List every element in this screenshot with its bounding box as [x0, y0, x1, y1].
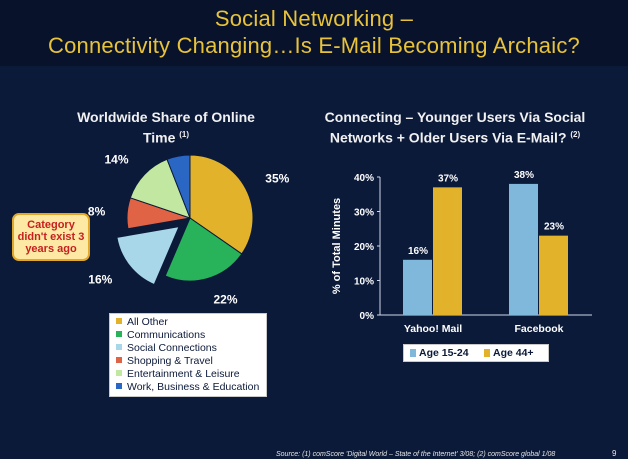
- bar-value-label: 38%: [514, 170, 534, 181]
- category-callout: Category didn't exist 3 years ago: [12, 213, 90, 261]
- legend-label: Age 44+: [493, 347, 534, 359]
- legend-label: Social Connections: [127, 342, 217, 354]
- x-tick-label: Yahoo! Mail: [404, 323, 462, 335]
- legend-swatch: [484, 349, 490, 357]
- y-tick-label: 20%: [354, 242, 374, 253]
- bar-value-label: 37%: [438, 173, 458, 184]
- pie-legend-item: Social Connections: [116, 341, 217, 355]
- bar-legend-item: Age 15-24: [410, 345, 469, 361]
- legend-label: Work, Business & Education: [127, 381, 260, 393]
- legend-label: Communications: [127, 329, 206, 341]
- pie-chart-title: Worldwide Share of Online Time (1): [76, 108, 256, 147]
- pie-legend-item: All Other: [116, 315, 168, 329]
- legend-swatch: [116, 344, 122, 350]
- legend-swatch: [116, 383, 122, 389]
- bar-chart-title-text: Connecting – Younger Users Via Social Ne…: [324, 109, 586, 146]
- y-axis-label: % of Total Minutes: [331, 198, 343, 294]
- pie-legend-item: Work, Business & Education: [116, 380, 259, 394]
- bar: [433, 187, 462, 315]
- legend-swatch: [116, 318, 122, 324]
- legend-swatch: [116, 370, 122, 376]
- bar-chart-title: Connecting – Younger Users Via Social Ne…: [300, 108, 610, 147]
- bar: [539, 235, 568, 315]
- legend-swatch: [116, 357, 122, 363]
- pie-legend: All Other Communications Social Connecti…: [109, 313, 267, 397]
- pie-slice: [116, 226, 180, 286]
- bar-chart-title-note: (2): [570, 130, 581, 139]
- pie-legend-item: Shopping & Travel: [116, 354, 213, 368]
- pie-slice-label: 14%: [104, 152, 128, 166]
- legend-label: Shopping & Travel: [127, 355, 213, 367]
- callout-line-2: didn't exist 3: [17, 231, 85, 243]
- y-tick-label: 40%: [354, 173, 374, 184]
- legend-swatch: [116, 331, 122, 337]
- pie-slice-label: 35%: [265, 172, 289, 186]
- pie-chart-title-text: Worldwide Share of Online Time: [77, 109, 255, 146]
- callout-line-3: years ago: [25, 243, 77, 255]
- pie-chart: 35% 22% 16% 8% 14% 6%: [88, 140, 290, 307]
- x-tick-label: Facebook: [514, 323, 563, 335]
- bar: [403, 259, 432, 315]
- legend-label: All Other: [127, 316, 168, 328]
- bar-legend: Age 15-24 Age 44+: [403, 344, 549, 362]
- legend-label: Entertainment & Leisure: [127, 368, 240, 380]
- pie-slice-label: 6%: [166, 140, 184, 141]
- pie-chart-title-note: (1): [179, 130, 190, 139]
- callout-line-1: Category: [27, 219, 75, 231]
- bar-value-label: 23%: [544, 222, 564, 233]
- y-tick-label: 10%: [354, 277, 374, 288]
- bar-legend-item: Age 44+: [484, 345, 534, 361]
- bar-chart: 0% 10% 20% 30% 40% % of Total Minutes 16% 37% Ya…: [331, 170, 592, 335]
- source-note: Source: (1) comScore 'Digital World – St…: [276, 451, 556, 458]
- pie-slice: [129, 158, 191, 219]
- pie-legend-item: Communications: [116, 328, 205, 342]
- pie-slice-label: 22%: [213, 293, 237, 307]
- legend-swatch: [410, 349, 416, 357]
- slide-title-line-2: Connectivity Changing…Is E-Mail Becoming…: [48, 33, 580, 58]
- pie-slice-label: 16%: [88, 272, 112, 286]
- legend-label: Age 15-24: [419, 347, 469, 359]
- title-band: [0, 0, 628, 66]
- bar: [509, 183, 538, 315]
- pie-legend-item: Entertainment & Leisure: [116, 367, 240, 381]
- pie-slice: [166, 154, 191, 219]
- page-number: 9: [612, 449, 617, 458]
- bar-value-label: 16%: [408, 246, 428, 257]
- pie-slice: [189, 154, 254, 255]
- slide-title-line-1: Social Networking –: [214, 6, 414, 31]
- y-tick-label: 0%: [360, 311, 375, 322]
- pie-slice: [164, 217, 243, 282]
- pie-slice-label: 8%: [88, 204, 106, 218]
- y-tick-label: 30%: [354, 208, 374, 219]
